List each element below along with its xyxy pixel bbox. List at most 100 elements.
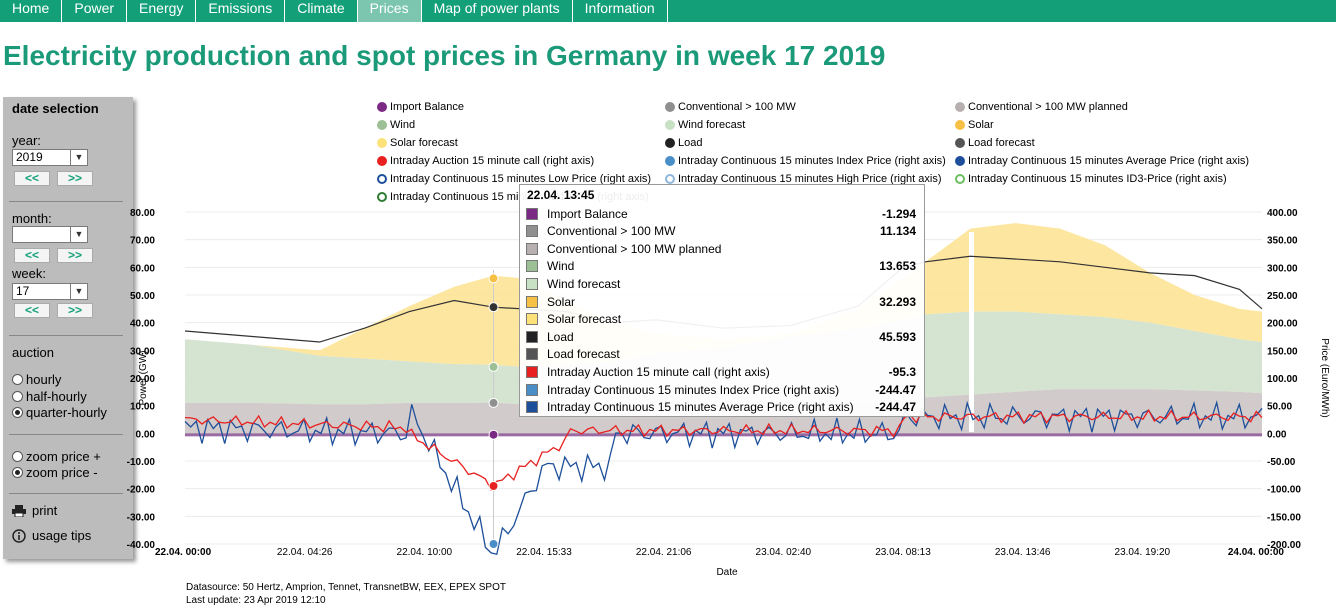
legend-label: Conventional > 100 MW planned xyxy=(968,101,1128,113)
tooltip-series-name: Load xyxy=(547,329,574,344)
right-tick-label: 150.00 xyxy=(1267,346,1298,357)
tooltip-series-name: Load forecast xyxy=(547,347,620,362)
nav-tab-climate[interactable]: Climate xyxy=(285,0,358,22)
legend-marker-icon xyxy=(955,102,965,112)
average-price-line xyxy=(184,400,1263,555)
right-tick-label: -150.00 xyxy=(1267,512,1301,523)
panel-heading: date selection xyxy=(12,101,99,116)
legend-marker-icon xyxy=(377,102,387,112)
tooltip-series-name: Intraday Auction 15 minute call (right a… xyxy=(547,364,770,379)
legend-item[interactable]: Load xyxy=(665,137,702,149)
left-tick-label: 40.00 xyxy=(130,319,155,330)
legend-item[interactable]: Solar xyxy=(955,119,994,131)
left-axis-title: Power (GW) xyxy=(138,351,149,406)
legend-marker-icon xyxy=(665,156,675,166)
tooltip-series-value: 32.293 xyxy=(879,294,916,309)
year-select[interactable]: 2019 ▼ xyxy=(12,149,88,166)
legend-marker-icon xyxy=(377,192,387,202)
x-tick-label: 22.04. 04:26 xyxy=(277,547,333,558)
legend-item[interactable]: Intraday Continuous 15 minutes Average P… xyxy=(955,155,1249,167)
tooltip-series-value: -95.3 xyxy=(888,364,916,379)
legend-marker-icon xyxy=(665,102,675,112)
x-axis-title: Date xyxy=(716,567,738,578)
series-swatch-icon xyxy=(526,242,538,255)
zoom-in-radio[interactable]: zoom price + xyxy=(12,449,101,464)
week-label: week: xyxy=(12,266,46,281)
legend-item[interactable]: Intraday Continuous 15 minutes High Pric… xyxy=(665,173,942,185)
nav-tab-prices[interactable]: Prices xyxy=(357,0,422,22)
series-swatch-icon xyxy=(526,330,538,343)
legend-item[interactable]: Intraday Continuous 15 minutes Low Price… xyxy=(377,173,651,185)
left-tick-label: 20.00 xyxy=(130,374,155,385)
nav-tab-map-of-power-plants[interactable]: Map of power plants xyxy=(422,0,573,22)
week-next-button[interactable]: >> xyxy=(57,303,93,318)
left-tick-label: 70.00 xyxy=(130,236,155,247)
hover-point xyxy=(488,273,499,284)
tooltip-series-value: 13.653 xyxy=(879,259,916,274)
nav-tab-power[interactable]: Power xyxy=(62,0,128,22)
legend-item[interactable]: Conventional > 100 MW xyxy=(665,101,796,113)
nav-tab-energy[interactable]: Energy xyxy=(127,0,197,22)
hover-point xyxy=(488,302,499,313)
nav-tab-information[interactable]: Information xyxy=(573,0,668,22)
month-label: month: xyxy=(12,211,52,226)
right-tick-label: 250.00 xyxy=(1267,291,1298,302)
hover-point xyxy=(488,481,499,491)
legend-item[interactable]: Wind xyxy=(377,119,415,131)
auction-half-hourly-radio[interactable]: half-hourly xyxy=(12,389,87,404)
tooltip-row: Solar forecast xyxy=(526,311,916,328)
legend-label: Conventional > 100 MW xyxy=(678,101,796,113)
chart-footer: Datasource: 50 Hertz, Amprion, Tennet, T… xyxy=(186,581,506,607)
nav-tab-emissions[interactable]: Emissions xyxy=(196,0,286,22)
x-tick-label: 24.04. 00:00 xyxy=(1228,547,1285,558)
month-next-button[interactable]: >> xyxy=(57,248,93,263)
print-label: print xyxy=(32,503,58,518)
tooltip-row: Wind 13.653 xyxy=(526,258,916,275)
week-select[interactable]: 17 ▼ xyxy=(12,283,88,300)
series-swatch-icon xyxy=(526,365,538,378)
legend-item[interactable]: Conventional > 100 MW planned xyxy=(955,101,1128,113)
right-tick-label: 100.00 xyxy=(1267,374,1298,385)
chart-tooltip: 22.04. 13:45 Import Balance -1.294 Convent… xyxy=(519,184,925,417)
divider xyxy=(9,201,123,202)
year-prev-button[interactable]: << xyxy=(14,171,50,186)
chevron-down-icon: ▼ xyxy=(70,284,87,299)
auction-quarter-hourly-radio[interactable]: quarter-hourly xyxy=(12,405,107,420)
left-tick-label: 10.00 xyxy=(130,402,155,413)
legend-item[interactable]: Intraday Auction 15 minute call (right a… xyxy=(377,155,594,167)
tooltip-series-value: 45.593 xyxy=(879,329,916,344)
legend-label: Intraday Continuous 15 minutes Index Pri… xyxy=(678,155,946,167)
legend-item[interactable]: Intraday Continuous 15 minutes ID3-Price… xyxy=(955,173,1227,185)
tooltip-series-name: Conventional > 100 MW xyxy=(547,224,676,239)
chevron-down-icon: ▼ xyxy=(70,227,87,242)
legend-item[interactable]: Load forecast xyxy=(955,137,1035,149)
left-tick-label: 0.00 xyxy=(136,429,156,440)
month-select[interactable]: ▼ xyxy=(12,226,88,243)
week-prev-button[interactable]: << xyxy=(14,303,50,318)
legend-marker-icon xyxy=(955,156,965,166)
legend-label: Load xyxy=(678,137,703,149)
print-button[interactable]: print xyxy=(12,503,57,518)
legend-item[interactable]: Solar forecast xyxy=(377,137,458,149)
year-next-button[interactable]: >> xyxy=(57,171,93,186)
date-selection-panel: date selection year: 2019 ▼ << >> month: … xyxy=(3,97,133,559)
series-swatch-icon xyxy=(526,295,538,308)
series-swatch-icon xyxy=(526,260,538,273)
month-prev-button[interactable]: << xyxy=(14,248,50,263)
radio-selected-icon xyxy=(12,467,23,478)
left-tick-label: -20.00 xyxy=(127,485,156,496)
zoom-out-radio[interactable]: zoom price - xyxy=(12,465,98,480)
hover-point xyxy=(488,361,499,372)
radio-icon xyxy=(12,391,23,402)
nav-tab-home[interactable]: Home xyxy=(0,0,63,22)
series-swatch-icon xyxy=(526,277,538,290)
usage-tips-button[interactable]: usage tips xyxy=(12,528,91,543)
legend-item[interactable]: Import Balance xyxy=(377,101,464,113)
legend-item[interactable]: Wind forecast xyxy=(665,119,745,131)
year-value: 2019 xyxy=(16,150,43,164)
tooltip-row: Load 45.593 xyxy=(526,328,916,345)
x-tick-label: 22.04. 10:00 xyxy=(397,547,453,558)
auction-hourly-radio[interactable]: hourly xyxy=(12,372,61,387)
legend-marker-icon xyxy=(377,120,387,130)
legend-item[interactable]: Intraday Continuous 15 minutes Index Pri… xyxy=(665,155,946,167)
